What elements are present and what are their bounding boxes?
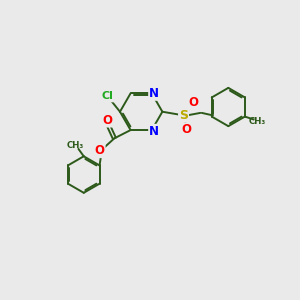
Text: Cl: Cl (102, 92, 113, 101)
Text: N: N (149, 125, 159, 138)
Text: S: S (179, 109, 188, 122)
Text: O: O (95, 144, 105, 157)
Text: O: O (102, 114, 112, 127)
Text: CH₃: CH₃ (249, 117, 266, 126)
Text: O: O (189, 96, 199, 110)
Text: CH₃: CH₃ (67, 142, 84, 151)
Text: O: O (182, 124, 191, 136)
Text: N: N (149, 87, 159, 100)
